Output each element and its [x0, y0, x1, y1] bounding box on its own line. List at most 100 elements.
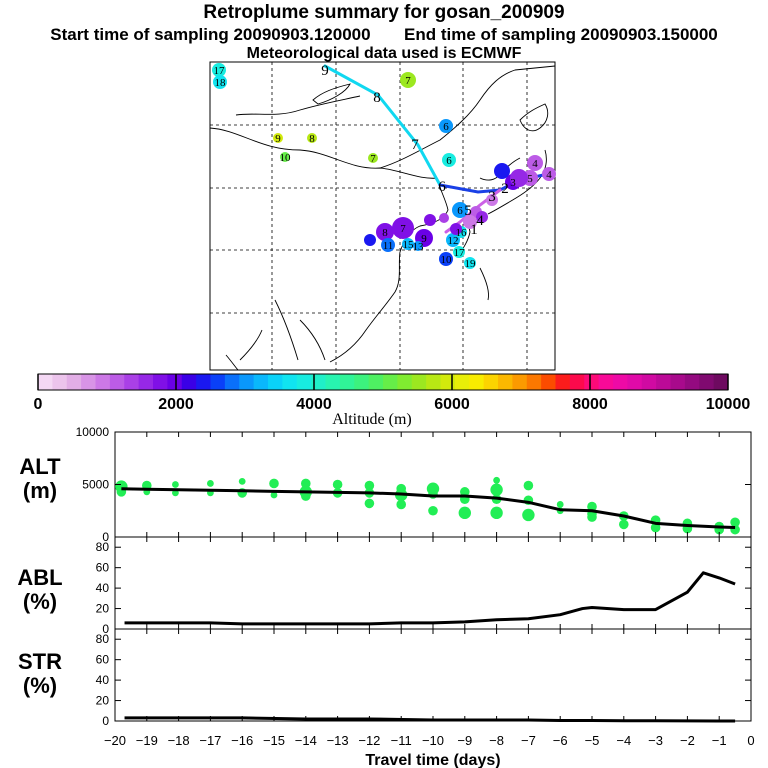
- map-cluster-label: 11: [383, 240, 394, 252]
- x-tick-label: −20: [104, 733, 126, 748]
- alt-scatter-point: [301, 491, 311, 501]
- chart-title: Retroplume summary for gosan_200909: [203, 2, 565, 23]
- colorbar-cells: [38, 374, 729, 390]
- map-cluster-label: 6: [457, 205, 463, 217]
- map-cluster: [453, 246, 465, 258]
- colorbar-cell: [109, 374, 125, 390]
- colorbar-tick-label: 10000: [706, 396, 751, 413]
- colorbar-cell: [239, 374, 255, 390]
- alt-axis-title: ALT (m): [0, 455, 80, 503]
- abl-y-tick-label: 60: [96, 561, 110, 575]
- track-label: 5: [464, 203, 472, 219]
- map-cluster: [402, 238, 414, 250]
- colorbar-cell: [498, 374, 513, 390]
- abl-y-tick-label: 40: [96, 581, 110, 595]
- map-cluster-label: 6: [446, 155, 452, 167]
- x-tick-label: −16: [231, 733, 253, 748]
- alt-y-tick-label: 10000: [76, 425, 110, 439]
- str-y-tick-label: 0: [102, 714, 109, 728]
- colorbar-cell: [196, 374, 211, 390]
- colorbar-cell: [138, 374, 154, 390]
- str-axis-title: STR (%): [0, 650, 80, 698]
- colorbar-tick-label: 2000: [158, 396, 194, 413]
- map-cluster: [510, 169, 528, 187]
- alt-scatter-point: [269, 478, 279, 489]
- map-cluster-label: 10: [280, 152, 292, 164]
- map-cluster: [392, 217, 414, 239]
- map-cluster: [439, 213, 449, 223]
- x-tick-label: −10: [422, 733, 444, 748]
- alt-scatter-point: [587, 501, 597, 512]
- str-y-tick-label: 60: [96, 653, 110, 667]
- map-cluster-label: 4: [546, 169, 552, 181]
- str-y-tick-label: 20: [96, 694, 110, 708]
- map-cluster: [212, 63, 226, 77]
- start-time: Start time of sampling 20090903.120000: [50, 25, 371, 44]
- colorbar-cell: [339, 374, 355, 390]
- colorbar-cell: [268, 374, 283, 390]
- map-cluster-label: 7: [405, 75, 411, 87]
- track-label: 8: [373, 90, 381, 106]
- map-cluster-label: 8: [382, 227, 388, 239]
- x-tick-label: −17: [199, 733, 221, 748]
- map-cluster: [439, 252, 453, 266]
- alt-y-tick-label: 0: [102, 530, 109, 544]
- str-title-line2: (%): [22, 673, 58, 698]
- track-label: 1: [470, 222, 478, 238]
- x-tick-label: −9: [457, 733, 472, 748]
- x-tick-label: −12: [358, 733, 380, 748]
- x-tick-label: −3: [648, 733, 663, 748]
- colorbar-cell: [124, 374, 140, 390]
- colorbar-cell: [181, 374, 197, 390]
- colorbar-cell: [95, 374, 111, 390]
- map-clusters: [212, 63, 556, 269]
- x-tick-label: −14: [295, 733, 317, 748]
- colorbar-cell: [224, 374, 240, 390]
- alt-scatter-point: [730, 517, 740, 528]
- alt-series-line: [121, 487, 736, 530]
- map-cluster: [476, 211, 488, 223]
- x-tick-label: −19: [136, 733, 158, 748]
- colorbar-cell: [483, 374, 499, 390]
- colorbar-cell: [411, 374, 427, 390]
- map-cluster: [439, 119, 453, 133]
- x-tick-label: −13: [327, 733, 349, 748]
- map-cluster-label: 12: [448, 235, 459, 247]
- alt-scatter-point: [556, 501, 564, 508]
- alt-scatter-point: [619, 519, 629, 530]
- map-cluster: [527, 155, 543, 171]
- alt-scatter-point: [522, 508, 535, 522]
- colorbar-cell: [210, 374, 226, 390]
- x-tick-label: −5: [585, 733, 600, 748]
- map-cluster-label: 8: [309, 133, 315, 145]
- alt-scatter-points: [115, 476, 740, 535]
- x-tick-label: −1: [712, 733, 727, 748]
- colorbar-cell: [670, 374, 686, 390]
- colorbar-cell: [656, 374, 671, 390]
- colorbar-cell: [81, 374, 96, 390]
- map-cluster: [368, 153, 378, 163]
- track-label: 2: [501, 181, 509, 197]
- alt-scatter-point: [460, 487, 470, 497]
- alt-scatter-point: [364, 480, 375, 491]
- x-tick-label: −11: [391, 733, 412, 748]
- map-cluster: [442, 153, 456, 167]
- map-frame: [209, 61, 556, 371]
- alt-scatter-point: [396, 499, 407, 510]
- colorbar-cell: [282, 374, 298, 390]
- map-cluster-label: 10: [441, 254, 453, 266]
- map-cluster-label: 9: [421, 233, 427, 245]
- end-time: End time of sampling 20090903.150000: [404, 25, 718, 44]
- track-label: 3: [488, 189, 496, 205]
- abl-panel-frame: [114, 536, 752, 630]
- map-cluster: [494, 163, 510, 179]
- colorbar-tick-label: 8000: [572, 396, 608, 413]
- colorbar-cell: [66, 374, 82, 390]
- alt-scatter-point: [332, 479, 343, 490]
- colorbar-cell: [426, 374, 441, 390]
- map-cluster: [376, 223, 394, 241]
- series-lines: [121, 487, 736, 723]
- colorbar-cell: [555, 374, 571, 390]
